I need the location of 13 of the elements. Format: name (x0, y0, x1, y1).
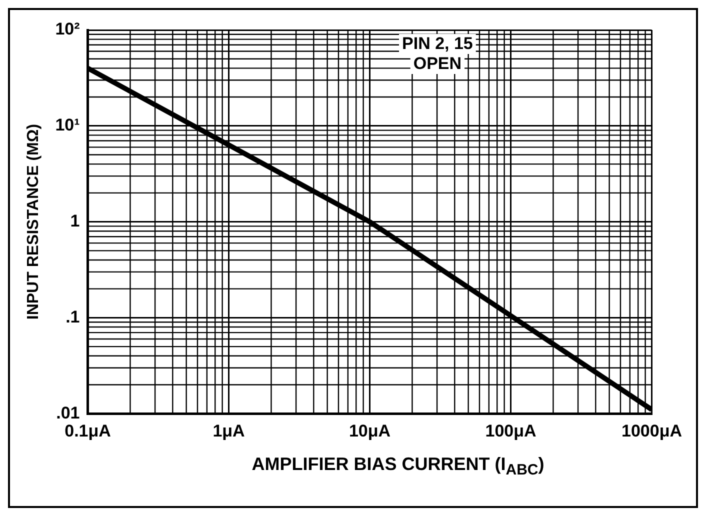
y-tick-label: 10² (55, 20, 80, 39)
y-tick-label: .1 (66, 307, 80, 326)
y-tick-label: .01 (56, 403, 80, 422)
x-axis-title: AMPLIFIER BIAS CURRENT (I$_{ABC}$) (250, 454, 546, 479)
x-tick-label: 100μA (485, 421, 536, 440)
y-axis-title: INPUT RESISTANCE (MΩ) (25, 124, 42, 320)
y-tick-label: 10¹ (55, 116, 80, 135)
y-tick-label: 1 (70, 211, 80, 230)
x-tick-label: 0.1μA (64, 421, 111, 440)
x-tick-label: 1μA (212, 421, 245, 440)
x-tick-label: 10μA (348, 421, 391, 440)
annotation: PIN 2, 15 OPEN (402, 34, 473, 74)
x-tick-label: 1000μA (622, 421, 682, 440)
